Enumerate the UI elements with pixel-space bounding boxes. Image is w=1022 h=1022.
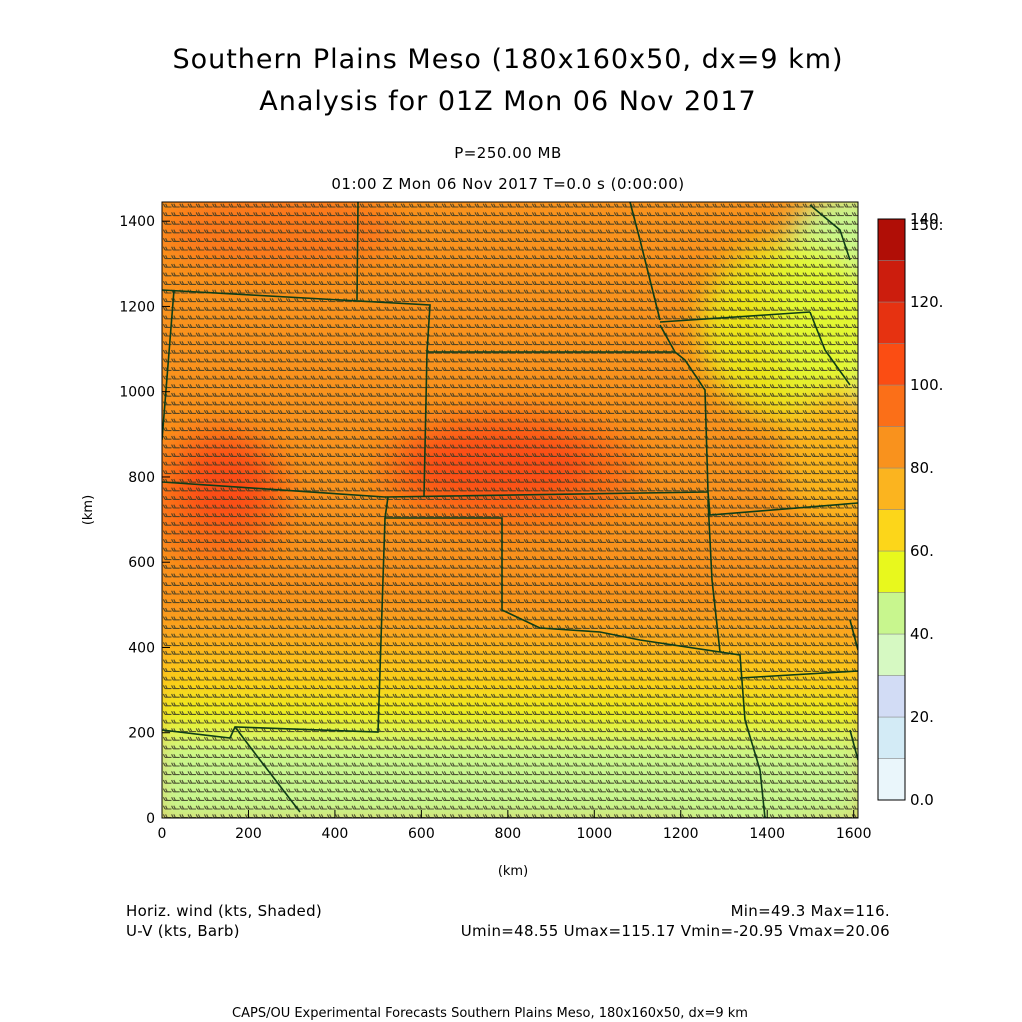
colorbar-swatch [877, 218, 906, 261]
valid-time-label: 01:00 Z Mon 06 Nov 2017 T=0.0 s (0:00:00… [331, 175, 685, 193]
x-tick-label: 1400 [749, 826, 785, 842]
colorbar-swatch [877, 426, 906, 469]
wind-speed-field [162, 202, 858, 818]
colorbar-swatch [877, 467, 906, 510]
shaded-field-label: Horiz. wind (kts, Shaded) [126, 902, 323, 920]
colorbar-swatch [877, 716, 906, 759]
x-tick-label: 0 [158, 826, 167, 842]
colorbar-frame [877, 218, 906, 801]
colorbar-swatch [877, 384, 906, 427]
state-boundaries [162, 202, 858, 818]
barb-field-label: U-V (kts, Barb) [126, 922, 240, 940]
y-tick-label: 0 [146, 811, 155, 827]
colorbar-label: 40. [910, 625, 934, 643]
x-tick-label: 800 [494, 826, 521, 842]
colorbar-swatch [877, 550, 906, 593]
plot-title-line1: Southern Plains Meso (180x160x50, dx=9 k… [172, 44, 844, 75]
plot-title-line2: Analysis for 01Z Mon 06 Nov 2017 [259, 86, 757, 117]
y-tick-label: 1000 [119, 385, 155, 401]
y-axis-label: (km) [81, 495, 96, 525]
plot-frame [161, 201, 859, 819]
y-tick-label: 1400 [119, 214, 155, 230]
colorbar-label: 60. [910, 542, 934, 560]
colorbar-label: 0.0 [910, 791, 934, 809]
colorbar-swatch [877, 260, 906, 303]
colorbar-swatch [877, 509, 906, 552]
x-tick-label: 200 [235, 826, 262, 842]
y-tick-label: 400 [128, 640, 155, 656]
colorbar-label: 150. [910, 216, 943, 234]
x-tick-label: 400 [322, 826, 349, 842]
x-axis-label: (km) [498, 864, 528, 879]
min-max-label: Min=49.3 Max=116. [730, 902, 890, 920]
y-tick-label: 800 [128, 470, 155, 486]
x-tick-label: 1200 [663, 826, 699, 842]
x-tick-label: 1000 [576, 826, 612, 842]
credit-line: CAPS/OU Experimental Forecasts Southern … [232, 1006, 748, 1021]
colorbar-swatch [877, 758, 906, 801]
map-axes: 0 200 400 600 800 1000 1200 1400 1600 0 200 400 600 8… [119, 214, 871, 842]
pressure-level-label: P=250.00 MB [454, 144, 562, 162]
colorbar: 0.0 20. 40. 60. 80. 100. 120. 140.150. [877, 210, 943, 809]
colorbar-swatch [877, 343, 906, 386]
colorbar-label: 120. [910, 293, 943, 311]
colorbar-label: 80. [910, 459, 934, 477]
y-tick-label: 1200 [119, 299, 155, 315]
x-tick-label: 600 [408, 826, 435, 842]
colorbar-swatch [877, 592, 906, 635]
y-tick-label: 600 [128, 555, 155, 571]
colorbar-label: 20. [910, 708, 934, 726]
colorbar-swatch [877, 633, 906, 676]
x-tick-label: 1600 [836, 826, 872, 842]
colorbar-swatch [877, 301, 906, 344]
y-tick-label: 200 [128, 726, 155, 742]
uv-stats-label: Umin=48.55 Umax=115.17 Vmin=-20.95 Vmax=… [460, 922, 890, 940]
colorbar-label: 140. [910, 210, 943, 228]
colorbar-swatch [877, 675, 906, 718]
colorbar-label: 100. [910, 376, 943, 394]
